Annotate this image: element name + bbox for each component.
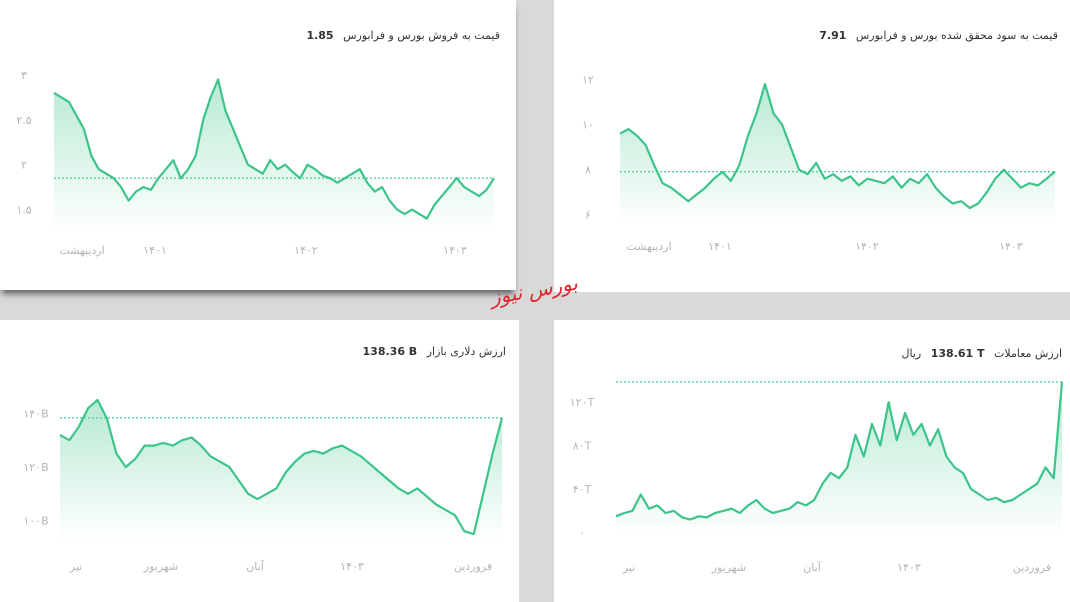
chart-panel-trading-value: ارزش معاملات 138.61 T ریال ۱۲۰T ۸۰T ۴۰T ۰ تی… [554,320,1070,602]
chart-title-text: ارزش معاملات [994,347,1062,360]
y-tick-label: ۸۰T [573,440,592,453]
series-line [619,82,1056,210]
unit-label: ریال [901,347,922,360]
y-tick-label: ۲ [21,159,27,172]
area-fill [620,84,1055,226]
x-tick-label: ۱۴۰۲ [855,240,879,253]
x-tick-label: آبان [246,559,264,573]
current-value: 138.61 T [930,347,985,360]
x-tick-label: فروردین [454,560,492,573]
x-tick-label: فروردین [1013,561,1051,574]
series-line [59,398,504,536]
x-tick-label: تیر [622,561,635,574]
y-tick-label: ۱۰۰B [23,515,48,528]
y-tick-label: ۱۲۰B [23,461,48,474]
chart-title-market-dollar-value: ارزش دلاری بازار 138.36 B [363,345,506,358]
area-chart-trading-value: ۱۲۰T ۸۰T ۴۰T ۰ تیر شهریور آبان ۱۴۰۳ فروردین [570,381,1064,574]
area-fill [616,381,1062,538]
area-fill [54,79,494,232]
y-tick-label: ۸ [585,164,591,177]
y-tick-label: ۰ [579,527,585,540]
area-fill [60,400,502,542]
x-tick-label: تیر [69,560,82,573]
current-value: 138.36 B [362,345,418,358]
chart-title-text: ارزش دلاری بازار [426,345,506,358]
chart-title-trading-value: ارزش معاملات 138.61 T ریال [902,347,1062,360]
area-chart-price-to-earnings: ۱۲ ۱۰ ۸ ۶ اردیبهشت ۱۴۰۱ ۱۴۰۲ ۱۴۰۳ [582,74,1056,253]
y-tick-label: ۱۴۰B [23,407,48,420]
chart-title-text: قیمت به سود محقق شده بورس و فرابورس [855,29,1058,42]
x-tick-label: شهریور [711,561,746,574]
x-tick-label: ۱۴۰۳ [443,244,467,257]
y-tick-label: ۱.۵ [16,204,31,217]
y-tick-label: ۱۲۰T [570,396,595,409]
current-value: 1.85 [306,29,334,42]
y-tick-label: ۲.۵ [16,114,31,127]
x-tick-label: اردیبهشت [626,240,671,253]
chart-title-price-to-sales: قیمت به فروش بورس و فرابورس 1.85 [306,29,500,42]
area-chart-market-dollar-value: ۱۴۰B ۱۲۰B ۱۰۰B تیر شهریور آبان ۱۴۰۳ فروردین [23,398,504,573]
x-tick-label: شهریور [143,560,178,573]
chart-title-price-to-earnings: قیمت به سود محقق شده بورس و فرابورس 7.91 [819,29,1058,42]
chart-title-text: قیمت به فروش بورس و فرابورس [343,29,500,42]
y-tick-label: ۱۰ [582,119,594,132]
x-tick-label: ۱۴۰۳ [897,561,921,574]
series-line [53,78,495,220]
y-tick-label: ۳ [21,69,27,82]
x-tick-label: ۱۴۰۳ [999,240,1023,253]
x-tick-label: اردیبهشت [59,244,104,257]
series-line [615,381,1064,521]
area-chart-price-to-sales: ۳ ۲.۵ ۲ ۱.۵ اردیبهشت ۱۴۰۱ ۱۴۰۲ ۱۴۰۳ [16,69,495,257]
y-tick-label: ۱۲ [582,74,594,87]
current-value: 7.91 [819,29,847,42]
chart-panel-price-to-sales: قیمت به فروش بورس و فرابورس 1.85 ۳ ۲.۵ ۲ ۱.… [0,0,516,290]
y-tick-label: ۴۰T [573,483,592,496]
x-tick-label: ۱۴۰۲ [294,244,318,257]
chart-panel-price-to-earnings: قیمت به سود محقق شده بورس و فرابورس 7.91… [554,0,1070,292]
x-tick-label: ۱۴۰۱ [143,244,167,257]
x-tick-label: آبان [803,560,821,574]
x-tick-label: ۱۴۰۱ [708,240,732,253]
x-tick-label: ۱۴۰۳ [340,560,364,573]
chart-panel-market-dollar-value: ارزش دلاری بازار 138.36 B ۱۴۰B ۱۲۰B ۱۰۰B تی… [0,320,519,602]
y-tick-label: ۶ [585,209,591,222]
